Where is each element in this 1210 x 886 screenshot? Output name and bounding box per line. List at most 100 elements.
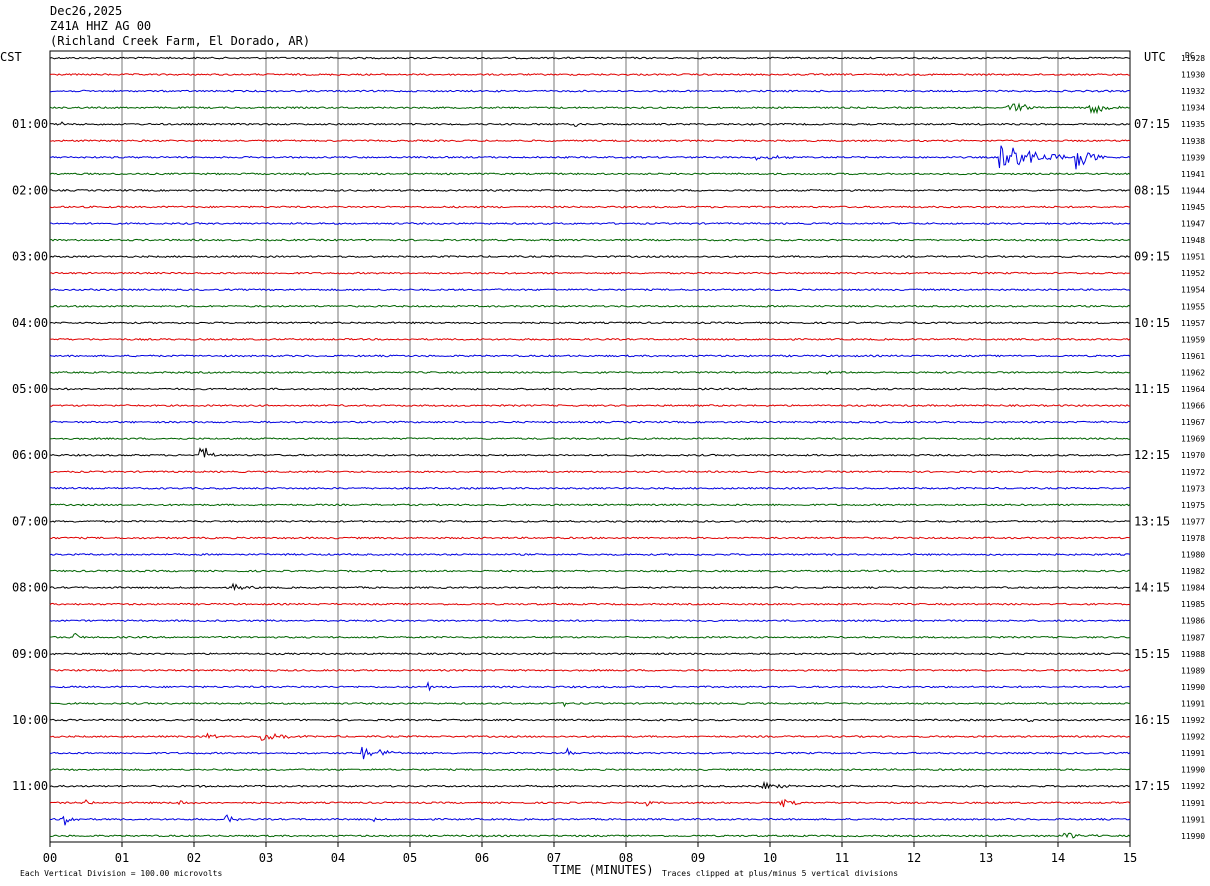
x-tick-label: 03 — [259, 851, 273, 865]
clip-note: Traces clipped at plus/minus 5 vertical … — [662, 869, 898, 878]
x-tick-label: 02 — [187, 851, 201, 865]
dc-value-label: 11930 — [1181, 71, 1205, 80]
dc-value-label: 11980 — [1181, 551, 1205, 560]
dc-value-label: 11966 — [1181, 402, 1205, 411]
trace-row-42 — [49, 746, 1131, 760]
utc-hour-label: 16:15 — [1134, 713, 1170, 727]
x-tick-label: 10 — [763, 851, 777, 865]
dc-value-label: 11944 — [1181, 186, 1205, 195]
dc-value-label: 11934 — [1181, 104, 1205, 113]
trace-row-31 — [49, 569, 1131, 573]
trace-row-15 — [49, 304, 1131, 308]
cst-hour-label: 09:00 — [12, 647, 48, 661]
cst-hour-label: 06:00 — [12, 448, 48, 462]
x-tick-label: 00 — [43, 851, 57, 865]
trace-row-10 — [49, 221, 1131, 225]
trace-row-26 — [50, 486, 1131, 490]
dc-value-label: 11967 — [1181, 418, 1205, 427]
dc-value-label: 11992 — [1181, 782, 1205, 791]
station-location: (Richland Creek Farm, El Dorado, AR) — [50, 34, 311, 48]
trace-row-20 — [49, 387, 1131, 391]
trace-row-34 — [49, 619, 1131, 623]
trace-row-44 — [49, 780, 1131, 790]
cst-hour-label: 07:00 — [12, 514, 48, 528]
utc-hour-label: 15:15 — [1134, 647, 1170, 661]
cst-hour-label: 10:00 — [12, 713, 48, 727]
trace-row-39 — [50, 701, 1130, 708]
dc-value-label: 11991 — [1181, 815, 1205, 824]
trace-row-0 — [49, 56, 1131, 60]
dc-value-label: 11938 — [1181, 137, 1205, 146]
utc-hour-label: 07:15 — [1134, 117, 1170, 131]
cst-hour-label: 03:00 — [12, 250, 48, 264]
cst-hour-label: 02:00 — [12, 183, 48, 197]
trace-row-43 — [49, 768, 1131, 772]
dc-value-label: 11992 — [1181, 733, 1205, 742]
dc-value-label: 11970 — [1181, 451, 1205, 460]
dc-value-label: 11982 — [1181, 567, 1205, 576]
trace-row-4 — [49, 121, 1131, 127]
cst-hour-label: 11:00 — [12, 779, 48, 793]
trace-row-19 — [49, 370, 1131, 375]
scale-note: Each Vertical Division = 100.00 microvol… — [20, 869, 222, 878]
trace-row-3 — [49, 102, 1131, 115]
dc-value-label: 11951 — [1181, 253, 1205, 262]
dc-value-label: 11928 — [1181, 54, 1205, 63]
dc-value-label: 11990 — [1181, 683, 1205, 692]
trace-row-2 — [49, 89, 1131, 93]
trace-row-6 — [50, 145, 1131, 170]
cst-hour-label: 05:00 — [12, 382, 48, 396]
trace-row-27 — [49, 503, 1131, 507]
x-tick-label: 04 — [331, 851, 345, 865]
plot-frame — [49, 50, 1131, 843]
utc-hour-label: 08:15 — [1134, 183, 1170, 197]
dc-value-label: 11947 — [1181, 220, 1205, 229]
dc-value-label: 11991 — [1181, 799, 1205, 808]
trace-row-12 — [49, 255, 1131, 259]
dc-value-label: 11945 — [1181, 203, 1205, 212]
utc-zone-label: UTC — [1144, 50, 1166, 64]
dc-value-label: 11977 — [1181, 517, 1205, 526]
trace-row-35 — [49, 632, 1131, 639]
x-tick-label: 13 — [979, 851, 993, 865]
trace-row-17 — [49, 337, 1131, 341]
trace-row-25 — [49, 470, 1131, 474]
dc-value-label: 11991 — [1181, 749, 1205, 758]
x-tick-label: 08 — [619, 851, 633, 865]
x-tick-label: 09 — [691, 851, 705, 865]
trace-row-41 — [49, 732, 1131, 741]
dc-value-label: 11990 — [1181, 832, 1205, 841]
trace-row-21 — [49, 404, 1131, 407]
x-tick-label: 12 — [907, 851, 921, 865]
utc-hour-label: 10:15 — [1134, 316, 1170, 330]
dc-value-label: 11985 — [1181, 600, 1205, 609]
dc-value-label: 11962 — [1181, 368, 1205, 377]
dc-value-label: 11952 — [1181, 269, 1205, 278]
dc-value-label: 11986 — [1181, 617, 1205, 626]
dc-value-label: 11961 — [1181, 352, 1205, 361]
trace-row-7 — [49, 172, 1131, 176]
utc-hour-label: 09:15 — [1134, 250, 1170, 264]
dc-value-label: 11964 — [1181, 385, 1205, 394]
cst-hour-label: 08:00 — [12, 581, 48, 595]
trace-row-16 — [49, 321, 1131, 325]
cst-zone-label: CST — [0, 50, 22, 64]
dc-value-label: 11954 — [1181, 286, 1205, 295]
x-tick-label: 14 — [1051, 851, 1065, 865]
dc-value-label: 11972 — [1181, 468, 1205, 477]
dc-value-label: 11978 — [1181, 534, 1205, 543]
trace-row-8 — [49, 188, 1131, 192]
trace-row-47 — [49, 832, 1131, 839]
trace-row-40 — [50, 718, 1131, 723]
x-tick-label: 11 — [835, 851, 849, 865]
utc-hour-label: 14:15 — [1134, 581, 1170, 595]
trace-row-28 — [49, 519, 1131, 523]
dc-value-label: 11991 — [1181, 699, 1205, 708]
trace-row-46 — [50, 814, 1131, 826]
dc-value-label: 11932 — [1181, 87, 1205, 96]
dc-value-label: 11987 — [1181, 633, 1205, 642]
trace-row-24 — [49, 447, 1130, 458]
dc-value-label: 11992 — [1181, 716, 1205, 725]
trace-row-32 — [49, 582, 1131, 592]
trace-row-1 — [49, 73, 1131, 77]
